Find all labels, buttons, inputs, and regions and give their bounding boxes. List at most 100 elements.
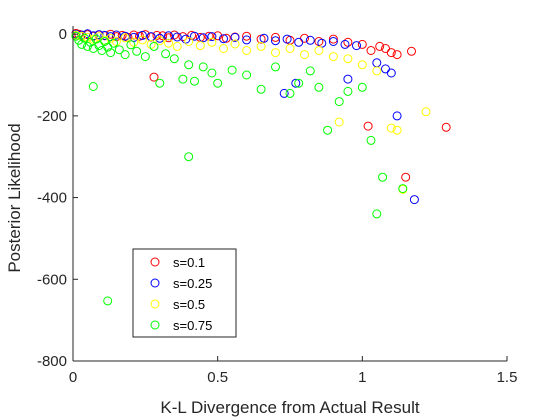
legend-marker (150, 320, 160, 330)
point-s-0-1-15 (152, 30, 162, 40)
point-s-0-25-25 (294, 37, 304, 47)
x-tick-label: 0 (69, 369, 77, 386)
axes (72, 26, 508, 362)
point-s-0-75-45 (184, 152, 194, 162)
y-tick-label: 0 (59, 26, 67, 43)
legend-label: s=0.75 (173, 318, 212, 333)
point-s-0-1-42 (363, 121, 373, 131)
point-s-0-5-34 (334, 117, 344, 127)
point-s-0-75-32 (271, 62, 280, 72)
point-s-0-75-34 (294, 78, 304, 88)
point-s-0-1-38 (386, 48, 396, 58)
point-s-0-5-22 (271, 48, 280, 58)
y-tick-label: -600 (37, 271, 67, 288)
point-s-0-75-27 (207, 68, 217, 78)
point-s-0-75-28 (213, 78, 223, 88)
y-axis-label: Posterior Likelihood (5, 123, 24, 272)
point-s-0-1-16 (158, 31, 168, 41)
point-s-0-75-36 (314, 82, 324, 92)
y-tick-label: -200 (37, 108, 67, 125)
point-s-0-1-43 (401, 172, 411, 182)
point-s-0-75-2 (77, 39, 87, 49)
point-s-0-1-33 (343, 37, 353, 47)
legend-marker (150, 257, 160, 267)
point-s-0-5-14 (172, 41, 182, 51)
point-s-0-5-27 (343, 54, 353, 64)
point-s-0-25-19 (219, 34, 228, 44)
point-s-0-5-12 (155, 36, 165, 46)
point-s-0-75-33 (285, 88, 295, 98)
point-s-0-5-32 (421, 107, 431, 117)
point-s-0-25-13 (164, 31, 173, 41)
point-s-0-25-14 (172, 32, 182, 42)
point-s-0-25-17 (198, 33, 208, 43)
point-s-0-75-10 (100, 37, 110, 46)
point-s-0-5-29 (372, 66, 382, 76)
point-s-0-1-18 (169, 30, 179, 40)
point-s-0-75-22 (169, 54, 179, 64)
point-s-0-25-18 (207, 32, 217, 42)
point-s-0-75-6 (88, 44, 98, 53)
point-s-0-25-36 (343, 74, 353, 84)
point-s-0-25-29 (340, 39, 350, 49)
point-s-0-25-22 (259, 33, 269, 43)
point-s-0-25-38 (409, 195, 419, 205)
point-s-0-25-16 (190, 31, 199, 41)
point-s-0-1-24 (221, 33, 231, 43)
point-s-0-5-31 (392, 125, 402, 135)
point-s-0-75-18 (140, 52, 150, 62)
point-s-0-5-24 (300, 50, 309, 60)
legend-box (132, 248, 237, 338)
point-s-0-75-13 (109, 38, 118, 48)
legend-marker (150, 299, 160, 309)
point-s-0-1-26 (242, 31, 252, 41)
legend-label: s=0.5 (173, 297, 205, 312)
y-tick-label: -400 (37, 190, 67, 207)
point-s-0-75-44 (88, 82, 98, 91)
point-s-0-5-15 (184, 37, 194, 46)
point-s-0-75-15 (120, 50, 130, 60)
point-s-0-5-30 (386, 123, 396, 133)
point-s-0-5-13 (164, 38, 173, 48)
point-s-0-75-38 (334, 97, 344, 107)
x-tick-label: 1 (358, 369, 366, 386)
point-s-0-1-40 (407, 46, 416, 56)
point-s-0-75-29 (227, 65, 237, 75)
point-s-0-5-8 (120, 33, 130, 43)
point-s-0-75-20 (155, 78, 165, 88)
point-s-0-25-21 (242, 35, 252, 45)
tick-labels: 0 0.5 1 1.5 0 -200 -400 -600 -800 (37, 26, 517, 386)
point-s-0-5-20 (242, 46, 252, 55)
x-tick-label: 0.5 (207, 369, 228, 386)
point-s-0-5-16 (195, 41, 205, 51)
point-s-0-5-11 (146, 39, 156, 49)
point-s-0-25-34 (279, 88, 289, 98)
point-s-0-75-12 (106, 48, 116, 58)
point-s-0-75-21 (161, 49, 171, 59)
point-s-0-1-32 (328, 34, 338, 44)
point-s-0-25-23 (271, 36, 280, 46)
legend-label: s=0.25 (173, 276, 212, 291)
point-s-0-25-2 (83, 29, 92, 39)
point-s-0-5-23 (285, 44, 295, 53)
point-s-0-5-9 (129, 37, 139, 47)
point-s-0-75-42 (378, 172, 388, 182)
point-s-0-1-44 (441, 122, 451, 132)
point-s-0-5-19 (230, 39, 240, 49)
point-s-0-25-28 (328, 37, 338, 46)
point-s-0-25-15 (181, 34, 191, 44)
point-s-0-75-47 (103, 296, 113, 306)
point-s-0-5-18 (219, 44, 228, 53)
point-s-0-75-24 (184, 60, 194, 70)
legend-label: s=0.1 (173, 255, 205, 270)
point-s-0-5-10 (137, 35, 147, 45)
point-s-0-75-17 (132, 46, 142, 56)
point-s-0-25-10 (137, 30, 147, 40)
point-s-0-1-23 (213, 31, 223, 41)
point-s-0-1-34 (357, 39, 367, 49)
point-s-0-1-35 (366, 46, 376, 55)
point-s-0-25-5 (100, 30, 110, 40)
point-s-0-5-17 (207, 37, 217, 47)
point-s-0-75-16 (126, 40, 136, 50)
